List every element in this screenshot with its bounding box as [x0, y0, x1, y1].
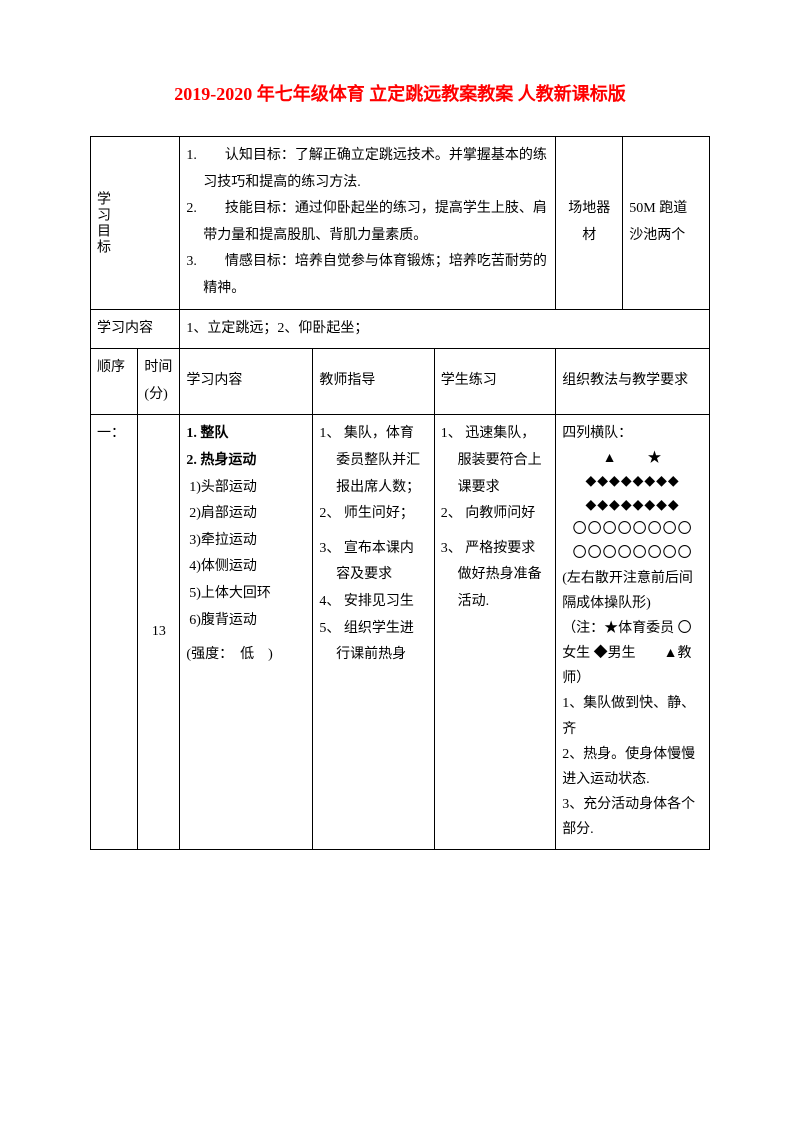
- student-3: 3、 严格按要求做好热身准备活动.: [441, 536, 549, 616]
- row1-content: 1. 整队 2. 热身运动 1)头部运动 2)肩部运动 3)牵拉运动 4)体侧运…: [180, 415, 313, 849]
- student-1: 1、 迅速集队，服装要符合上课要求: [441, 421, 549, 501]
- org-p2: 2、热身。使身体慢慢进入运动状态.: [562, 742, 703, 792]
- header-student: 学生练习: [434, 349, 555, 415]
- content-l6: 6)腹背运动: [186, 608, 306, 635]
- header-seq: 顺序: [91, 349, 138, 415]
- formation-0: ▲ ★: [562, 447, 703, 471]
- teacher-4: 4、 安排见习生: [319, 589, 427, 616]
- formation-1: ◆◆◆◆◆◆◆◆: [562, 470, 703, 494]
- teacher-5: 5、 组织学生进行课前热身: [319, 616, 427, 669]
- content-l2: 2)肩部运动: [186, 501, 306, 528]
- doc-title: 2019-2020 年七年级体育 立定跳远教案教案 人教新课标版: [90, 80, 710, 106]
- header-teacher: 教师指导: [313, 349, 434, 415]
- goals-cell: 1. 认知目标：了解正确立定跳远技术。并掌握基本的练习技巧和提高的练习方法. 2…: [180, 137, 556, 310]
- row1-seq: 一：: [91, 415, 138, 849]
- org-p1: 1、集队做到快、静、齐: [562, 691, 703, 741]
- org-note2: （注：★体育委员 〇女生 ◆男生 ▲教师）: [562, 616, 703, 692]
- goals-label: 学习目标: [93, 191, 115, 255]
- goal-3: 3. 情感目标：培养自觉参与体育锻炼；培养吃苦耐劳的精神。: [186, 249, 549, 302]
- content-intensity: (强度： 低 ): [186, 642, 306, 669]
- org-note1: (左右散开注意前后间隔成体操队形): [562, 566, 703, 616]
- teacher-2: 2、 师生问好；: [319, 501, 427, 528]
- formation-4: 〇〇〇〇〇〇〇〇: [562, 542, 703, 566]
- goal-1: 1. 认知目标：了解正确立定跳远技术。并掌握基本的练习技巧和提高的练习方法.: [186, 143, 549, 196]
- org-p3: 3、充分活动身体各个部分.: [562, 792, 703, 842]
- header-org: 组织教法与教学要求: [556, 349, 710, 415]
- content-l4: 4)体侧运动: [186, 554, 306, 581]
- content-l5: 5)上体大回环: [186, 581, 306, 608]
- teacher-3: 3、 宣布本课内容及要求: [319, 536, 427, 589]
- row1-time: 13: [138, 415, 180, 849]
- row1-teacher: 1、 集队，体育委员整队并汇报出席人数； 2、 师生问好； 3、 宣布本课内容及…: [313, 415, 434, 849]
- row1-org: 四列横队： ▲ ★ ◆◆◆◆◆◆◆◆ ◆◆◆◆◆◆◆◆ 〇〇〇〇〇〇〇〇 〇〇〇…: [556, 415, 710, 849]
- content-label: 学习内容: [91, 309, 180, 349]
- content-value: 1、立定跳远；2、仰卧起坐；: [180, 309, 710, 349]
- goal-2: 2. 技能目标：通过仰卧起坐的练习，提高学生上肢、肩带力量和提高股肌、背肌力量素…: [186, 196, 549, 249]
- formation-2: ◆◆◆◆◆◆◆◆: [562, 494, 703, 518]
- content-l1: 1)头部运动: [186, 475, 306, 502]
- content-h1: 1. 整队: [186, 421, 306, 448]
- equipment-label: 场地器材: [556, 137, 623, 310]
- org-title: 四列横队：: [562, 421, 703, 446]
- row1-student: 1、 迅速集队，服装要符合上课要求 2、 向教师问好 3、 严格按要求做好热身准…: [434, 415, 555, 849]
- lesson-table: 学习目标 1. 认知目标：了解正确立定跳远技术。并掌握基本的练习技巧和提高的练习…: [90, 136, 710, 850]
- header-time: 时间(分): [138, 349, 180, 415]
- header-content: 学习内容: [180, 349, 313, 415]
- goals-label-cell: 学习目标: [91, 137, 180, 310]
- student-2: 2、 向教师问好: [441, 501, 549, 528]
- content-h2: 2. 热身运动: [186, 448, 306, 475]
- formation-3: 〇〇〇〇〇〇〇〇: [562, 518, 703, 542]
- content-l3: 3)牵拉运动: [186, 528, 306, 555]
- equipment-value: 50M 跑道 沙池两个: [623, 137, 710, 310]
- teacher-1: 1、 集队，体育委员整队并汇报出席人数；: [319, 421, 427, 501]
